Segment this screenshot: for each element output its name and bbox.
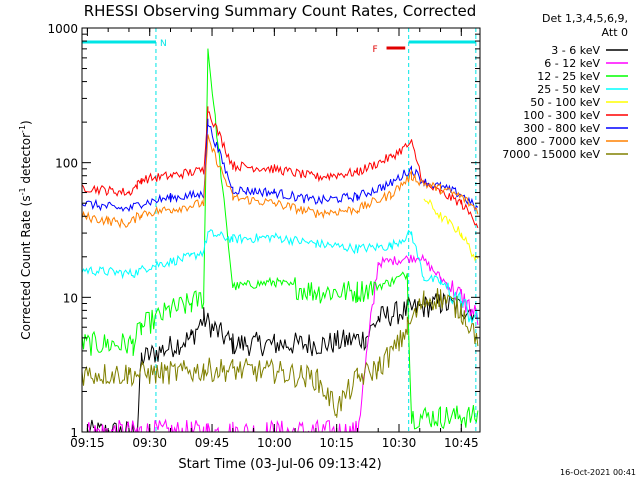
x-tick-label-3: 09:45 bbox=[195, 436, 230, 450]
y-label-part-3: detector bbox=[19, 133, 33, 188]
legend-label-5: 50 - 100 keV bbox=[530, 96, 600, 109]
legend-label-2: 6 - 12 keV bbox=[544, 57, 600, 70]
x-tick-label-4: 10:00 bbox=[257, 436, 292, 450]
y-axis-label: Corrected Count Rate (s-1 detector-1) bbox=[18, 120, 33, 339]
legend-title-line-1: Det 1,3,4,5,6,9, bbox=[542, 12, 628, 25]
chart-title: RHESSI Observing Summary Count Rates, Co… bbox=[84, 2, 477, 20]
x-tick-label-2: 09:30 bbox=[132, 436, 167, 450]
series-line-9 bbox=[82, 288, 479, 418]
legend-title-line-2: Att 0 bbox=[602, 26, 628, 39]
series-line-3 bbox=[82, 48, 479, 430]
y-tick-label-2: 10 bbox=[63, 291, 78, 305]
legend-label-4: 25 - 50 keV bbox=[537, 83, 600, 96]
y-tick-label-4: 1000 bbox=[47, 22, 78, 36]
plot-frame bbox=[81, 27, 481, 433]
footer-timestamp: 16-Oct-2021 00:41 bbox=[560, 468, 636, 477]
y-label-part-5: ) bbox=[19, 120, 33, 125]
y-tick-label-3: 100 bbox=[55, 157, 78, 171]
x-axis-label: Start Time (03-Jul-06 09:13:42) bbox=[178, 457, 381, 472]
flag-label-n: N bbox=[160, 39, 167, 49]
series-line-5 bbox=[423, 198, 479, 262]
x-tick-label-5: 10:15 bbox=[319, 436, 354, 450]
series-line-6 bbox=[82, 106, 479, 229]
y-label-part-1: Corrected Count Rate (s bbox=[19, 195, 33, 339]
series-line-2 bbox=[86, 253, 479, 432]
legend-label-8: 800 - 7000 keV bbox=[516, 135, 600, 148]
plot-area: NF bbox=[82, 28, 479, 432]
y-label-part-2: -1 bbox=[18, 187, 27, 195]
legend-label-7: 300 - 800 keV bbox=[523, 122, 600, 135]
legend-label-6: 100 - 300 keV bbox=[523, 109, 600, 122]
legend-label-9: 7000 - 15000 keV bbox=[502, 148, 600, 161]
legend-label-3: 12 - 25 keV bbox=[537, 70, 600, 83]
series-line-7 bbox=[82, 118, 479, 213]
axes: 09:15 09:30 09:45 10:00 10:15 10:30 10:45 1 10 10… bbox=[47, 22, 480, 450]
x-tick-label-1: 09:15 bbox=[70, 436, 105, 450]
flag-label-f: F bbox=[373, 45, 378, 55]
series-line-8 bbox=[82, 134, 479, 229]
series-line-4 bbox=[82, 229, 479, 325]
legend-label-1: 3 - 6 keV bbox=[551, 44, 600, 57]
x-tick-label-7: 10:45 bbox=[444, 436, 479, 450]
y-tick-label-1: 1 bbox=[70, 426, 78, 440]
y-label-part-4: -1 bbox=[18, 125, 27, 133]
plot-content bbox=[82, 28, 479, 432]
x-tick-label-6: 10:30 bbox=[382, 436, 417, 450]
